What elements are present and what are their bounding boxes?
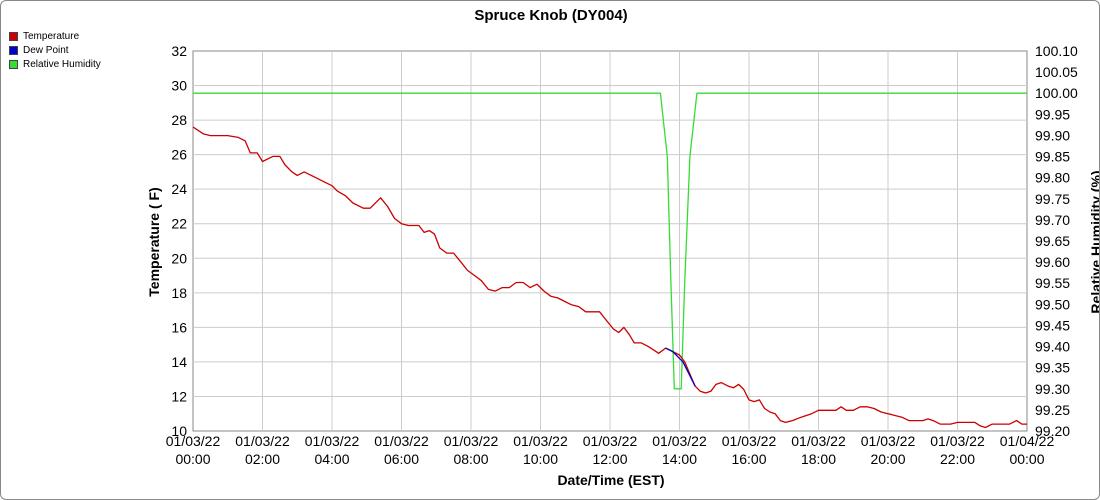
series-layer [192, 92, 1027, 429]
x-tick-label-time: 14:00 [662, 451, 697, 467]
x-tick-label-date: 01/03/22 [930, 433, 985, 449]
y2-tick-label: 99.70 [1035, 212, 1070, 228]
x-tick-label-time: 02:00 [245, 451, 280, 467]
x-tick-label-date: 01/03/22 [166, 433, 221, 449]
y2-axis-ticks: 99.20 99.25 99.30 99.35 99.40 99.45 99.50 99.55… [1035, 43, 1078, 439]
x-axis-title: Date/Time (EST) [557, 472, 664, 488]
x-tick-label-time: 10:00 [523, 451, 558, 467]
x-tick-label-date: 01/03/22 [722, 433, 777, 449]
grid [192, 50, 1028, 432]
y-tick-label: 24 [171, 181, 187, 197]
y2-tick-label: 99.55 [1035, 275, 1070, 291]
y-tick-label: 28 [171, 112, 187, 128]
x-tick-label-time: 06:00 [384, 451, 419, 467]
x-tick-label-date: 01/03/22 [652, 433, 707, 449]
legend-swatch-dew-point [9, 45, 18, 55]
x-tick-label-time: 08:00 [453, 451, 488, 467]
x-tick-label-date: 01/03/22 [444, 433, 499, 449]
y-tick-label: 14 [171, 354, 187, 370]
series-line-temperature [192, 126, 1027, 429]
y2-tick-label: 100.05 [1035, 64, 1078, 80]
y2-tick-label: 99.85 [1035, 149, 1070, 165]
legend-label-temperature: Temperature [23, 30, 80, 42]
y2-tick-label: 99.75 [1035, 191, 1070, 207]
x-tick-label-time: 12:00 [592, 451, 627, 467]
series-line-relative-humidity [193, 92, 1027, 390]
y-tick-label: 16 [171, 319, 187, 335]
y-tick-label: 30 [171, 78, 187, 94]
y-tick-label: 22 [171, 216, 187, 232]
y-tick-label: 26 [171, 147, 187, 163]
x-tick-label-time: 20:00 [870, 451, 905, 467]
y2-tick-label: 99.90 [1035, 127, 1070, 143]
x-axis-ticks: 01/03/22 00:00 01/03/22 02:00 01/03/22 04:00 0… [166, 433, 1055, 467]
y-tick-label: 18 [171, 285, 187, 301]
legend-item-dew-point: Dew Point [9, 43, 101, 57]
y2-tick-label: 99.95 [1035, 106, 1070, 122]
y-tick-label: 32 [171, 43, 187, 59]
y2-tick-label: 99.35 [1035, 360, 1070, 376]
y2-tick-label: 100.00 [1035, 85, 1078, 101]
series-line-dew-point [665, 347, 696, 387]
y2-tick-label: 99.65 [1035, 233, 1070, 249]
y-tick-label: 12 [171, 388, 187, 404]
y2-tick-label: 99.30 [1035, 381, 1070, 397]
y-axis-ticks: 10 12 14 16 18 20 22 24 26 28 30 32 [171, 43, 187, 439]
x-tick-label-time: 22:00 [940, 451, 975, 467]
y-tick-label: 20 [171, 250, 187, 266]
x-tick-label-date: 01/04/22 [1000, 433, 1055, 449]
x-tick-label-time: 00:00 [175, 451, 210, 467]
y2-tick-label: 99.45 [1035, 317, 1070, 333]
legend-swatch-relative-humidity [9, 59, 18, 69]
x-tick-label-date: 01/03/22 [583, 433, 638, 449]
x-tick-label-date: 01/03/22 [374, 433, 429, 449]
y2-tick-label: 100.10 [1035, 43, 1078, 59]
y2-tick-label: 99.60 [1035, 254, 1070, 270]
x-tick-label-date: 01/03/22 [861, 433, 916, 449]
y2-tick-label: 99.80 [1035, 170, 1070, 186]
x-tick-label-date: 01/03/22 [305, 433, 360, 449]
chart-title: Spruce Knob (DY004) [474, 7, 627, 24]
legend-item-relative-humidity: Relative Humidity [9, 57, 101, 71]
x-tick-label-time: 16:00 [731, 451, 766, 467]
legend: Temperature Dew Point Relative Humidity [9, 29, 101, 71]
x-tick-label-date: 01/03/22 [513, 433, 568, 449]
y-tick-label: 10 [171, 423, 187, 439]
x-tick-label-date: 01/03/22 [791, 433, 846, 449]
x-tick-label-time: 04:00 [314, 451, 349, 467]
x-tick-label-time: 00:00 [1009, 451, 1044, 467]
y2-tick-label: 99.25 [1035, 402, 1070, 418]
legend-swatch-temperature [9, 31, 18, 41]
y2-tick-label: 99.40 [1035, 339, 1070, 355]
legend-label-dew-point: Dew Point [23, 44, 69, 56]
y2-tick-label: 99.50 [1035, 296, 1070, 312]
y-axis-title: Temperature ( F) [146, 187, 162, 296]
x-tick-label-date: 01/03/22 [235, 433, 290, 449]
legend-item-temperature: Temperature [9, 29, 101, 43]
y2-axis-title: Relative Humidity (%) [1088, 170, 1099, 313]
x-tick-label-time: 18:00 [801, 451, 836, 467]
legend-label-relative-humidity: Relative Humidity [23, 58, 101, 70]
y2-tick-label: 99.20 [1035, 423, 1070, 439]
